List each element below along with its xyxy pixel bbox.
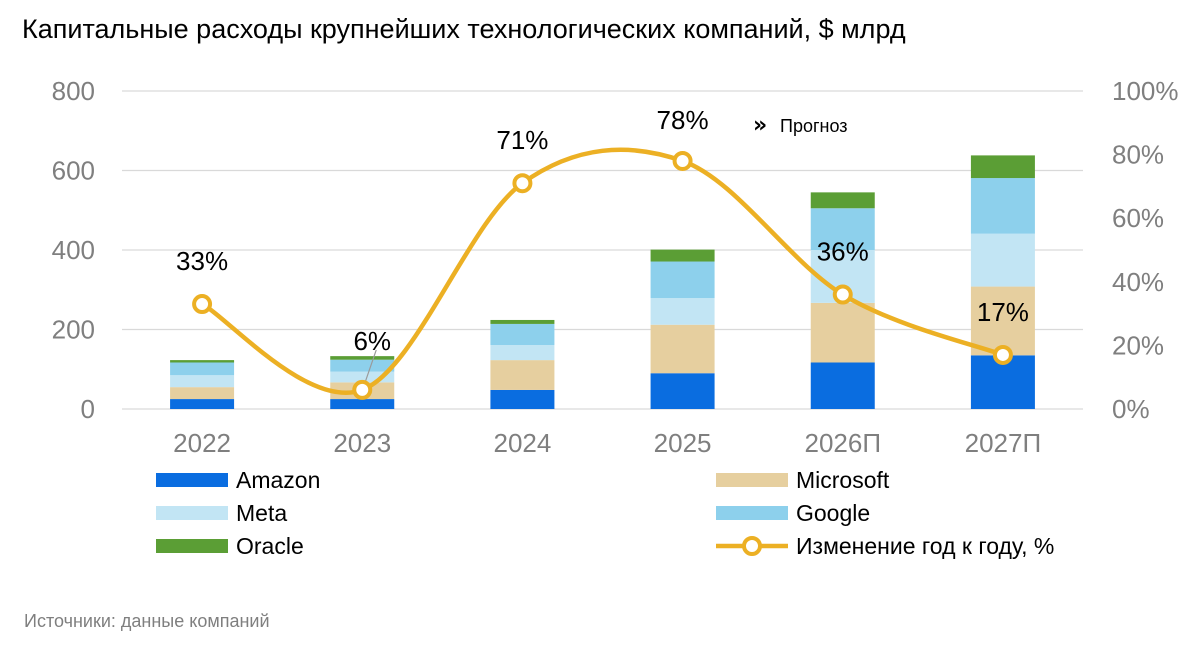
bars [170, 155, 1035, 409]
bar-segment-amazon [490, 389, 555, 409]
bar-segment-microsoft [490, 360, 555, 390]
yoy-point [352, 379, 373, 400]
bar-segment-amazon [810, 362, 875, 409]
bar-segment-microsoft [810, 302, 875, 363]
bar-segment-google [330, 359, 395, 372]
x-axis-tick-label: 2027П [965, 428, 1042, 458]
legend-swatch [716, 473, 788, 487]
legend-label: Meta [236, 500, 287, 526]
left-axis-tick-label: 200 [52, 315, 95, 345]
bar-segment-meta [490, 345, 555, 361]
left-axis-tick-label: 0 [81, 394, 95, 424]
legend-item: Amazon [156, 467, 320, 493]
bar-segment-amazon [170, 399, 235, 409]
bar-segment-microsoft [650, 324, 715, 374]
yoy-point [992, 344, 1013, 365]
legend-label: Google [796, 500, 870, 526]
bar-segment-oracle [490, 319, 555, 324]
legend-label: Изменение год к году, % [796, 533, 1054, 559]
yoy-data-label: 33% [176, 246, 228, 276]
yoy-data-label: 17% [977, 297, 1029, 327]
bar-segment-oracle [170, 360, 235, 363]
left-axis-ticks: 0 200 400 600 800 [52, 76, 95, 424]
bar-segment-oracle [650, 249, 715, 262]
chart-title: Капитальные расходы крупнейших технологи… [22, 14, 906, 44]
left-axis-tick-label: 800 [52, 76, 95, 106]
yoy-line: 33% 6% 71% 78% 36% 17% [176, 105, 1029, 400]
x-axis-tick-label: 2022 [173, 428, 231, 458]
bar-segment-microsoft [170, 387, 235, 400]
right-axis-ticks: 0% 20% 40% 60% 80% 100% [1112, 76, 1179, 424]
x-axis-ticks: 2022 2023 2024 2025 2026П 2027П [173, 428, 1041, 458]
legend-label: Microsoft [796, 467, 890, 493]
bar-segment-google [650, 261, 715, 299]
bar-segment-oracle [330, 356, 395, 360]
gridlines [122, 90, 1083, 410]
bar-segment-google [810, 208, 875, 250]
legend: Amazon Microsoft Meta Google Oracle Изменение… [156, 467, 1054, 559]
yoy-data-label: 78% [657, 105, 709, 135]
bar-segment-oracle [810, 192, 875, 209]
bar-segment-microsoft [970, 286, 1035, 356]
yoy-point [512, 173, 533, 194]
legend-swatch [716, 506, 788, 520]
yoy-line-path [200, 147, 1004, 395]
bar-segment-meta [170, 375, 235, 388]
forecast-label: Прогноз [780, 116, 848, 136]
label-leader-line [364, 349, 377, 383]
bar-segment-oracle [970, 155, 1035, 179]
legend-label: Amazon [236, 467, 320, 493]
bar-segment-amazon [650, 373, 715, 409]
left-axis-tick-label: 400 [52, 235, 95, 265]
forecast-note: » Прогноз [753, 113, 848, 138]
double-chevron-right-icon: » [753, 113, 767, 138]
right-axis-tick-label: 100% [1112, 76, 1179, 106]
yoy-data-label: 36% [817, 237, 869, 267]
right-axis-tick-label: 40% [1112, 267, 1164, 297]
right-axis-tick-label: 20% [1112, 330, 1164, 360]
right-axis-tick-label: 60% [1112, 203, 1164, 233]
left-axis-tick-label: 600 [52, 156, 95, 186]
bar-segment-meta [650, 298, 715, 325]
source-note: Источники: данные компаний [24, 611, 270, 631]
x-axis-tick-label: 2023 [333, 428, 391, 458]
bar-segment-google [170, 362, 235, 376]
legend-swatch [156, 473, 228, 487]
legend-item: Microsoft [716, 467, 890, 493]
bar-segment-meta [970, 233, 1035, 287]
yoy-point [672, 150, 693, 171]
bar-segment-google [490, 323, 555, 346]
bar-segment-amazon [330, 399, 395, 409]
legend-swatch [156, 506, 228, 520]
yoy-data-label: 6% [353, 326, 391, 356]
yoy-data-label: 71% [496, 125, 548, 155]
right-axis-tick-label: 0% [1112, 394, 1150, 424]
x-axis-tick-label: 2026П [804, 428, 881, 458]
bar-segment-meta [330, 371, 395, 383]
legend-label: Oracle [236, 533, 304, 559]
legend-item: Изменение год к году, % [716, 533, 1054, 559]
legend-item: Google [716, 500, 870, 526]
bar-segment-google [970, 178, 1035, 234]
legend-swatch [156, 539, 228, 553]
legend-swatch-marker [742, 536, 762, 556]
yoy-point [192, 294, 213, 315]
x-axis-tick-label: 2024 [493, 428, 551, 458]
right-axis-tick-label: 80% [1112, 140, 1164, 170]
legend-item: Oracle [156, 533, 304, 559]
legend-item: Meta [156, 500, 287, 526]
yoy-point [832, 284, 853, 305]
x-axis-tick-label: 2025 [654, 428, 712, 458]
